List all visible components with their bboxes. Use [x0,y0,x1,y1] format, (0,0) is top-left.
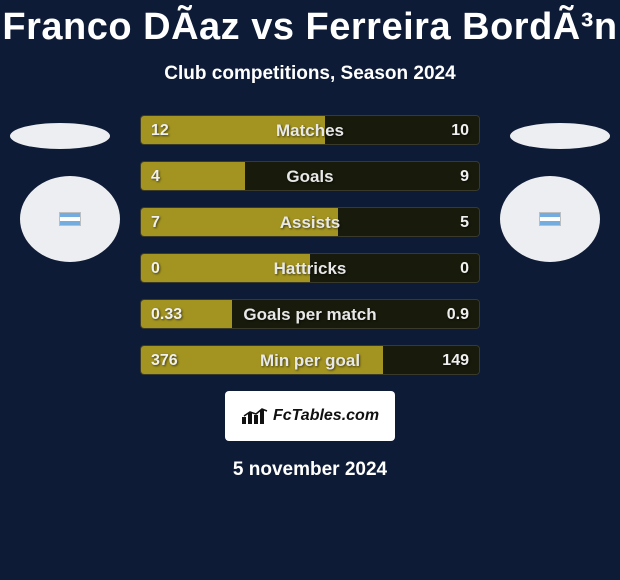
player-left-avatar [20,176,120,262]
bar-left [141,208,338,236]
player-right-avatar [500,176,600,262]
page-title: Franco DÃ­az vs Ferreira BordÃ³n [0,0,620,49]
bar-right [245,162,479,190]
date-text: 5 november 2024 [0,459,620,481]
bar-right [338,208,479,236]
bar-right [232,300,479,328]
metric-row: 0.330.9Goals per match [140,299,480,329]
subtitle: Club competitions, Season 2024 [0,63,620,85]
flag-icon [59,212,81,226]
bar-right [383,346,479,374]
bar-right [310,254,479,282]
bars-icon [241,407,269,425]
comparison-chart: 1210Matches 49Goals 75Assists 00Hattricks 0.… [140,115,480,375]
player-left-shadow [10,123,110,149]
metric-row: 49Goals [140,161,480,191]
bar-left [141,254,310,282]
brand-badge: FcTables.com [225,391,395,441]
metric-row: 00Hattricks [140,253,480,283]
player-right-shadow [510,123,610,149]
bar-left [141,300,232,328]
bar-left [141,116,325,144]
bar-left [141,346,383,374]
metric-row: 1210Matches [140,115,480,145]
metric-row: 75Assists [140,207,480,237]
metric-row: 376149Min per goal [140,345,480,375]
flag-icon [539,212,561,226]
bar-right [325,116,479,144]
bar-left [141,162,245,190]
brand-text: FcTables.com [273,407,379,425]
